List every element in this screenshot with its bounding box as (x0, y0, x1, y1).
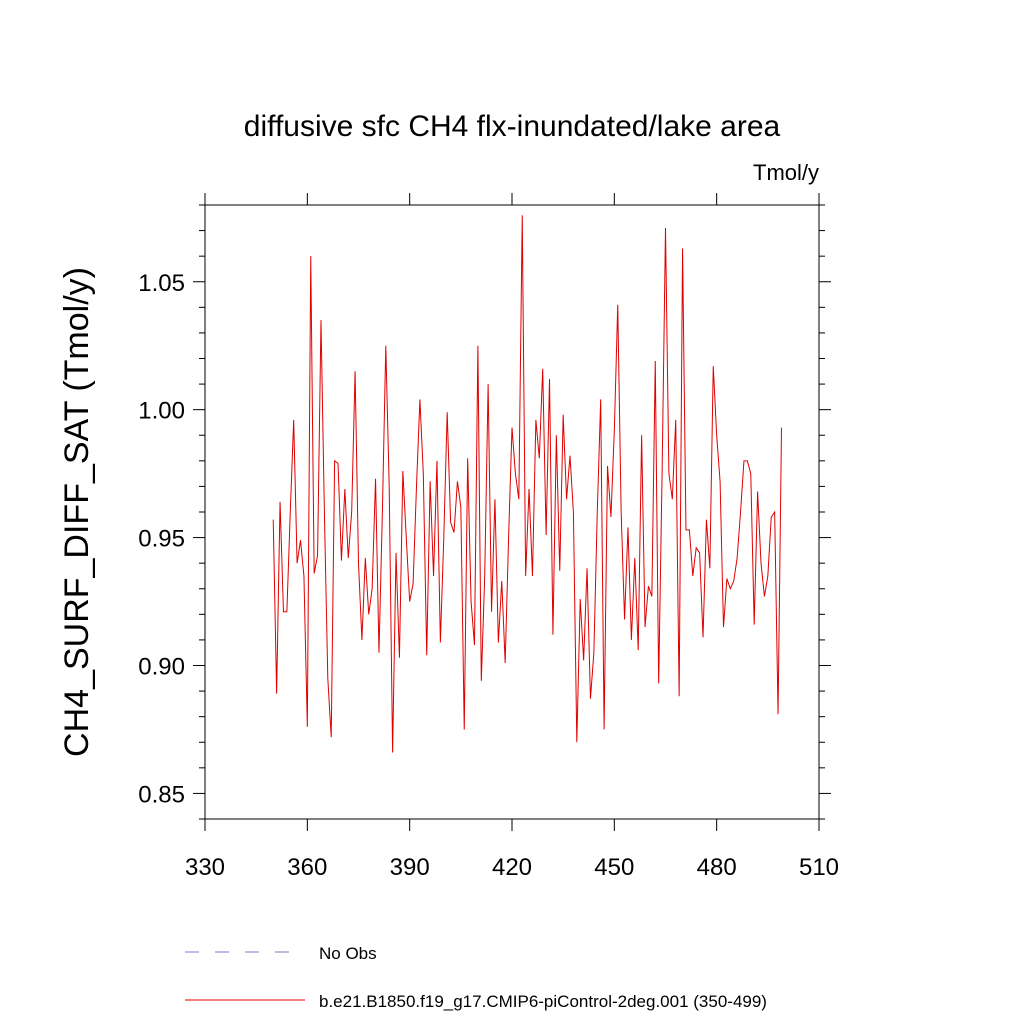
y-tick-label: 1.00 (138, 398, 185, 425)
units-label: Tmol/y (753, 160, 819, 185)
x-tick-label: 390 (390, 854, 430, 881)
legend-label: b.e21.B1850.f19_g17.CMIP6-piControl-2deg… (319, 992, 767, 1011)
data-line (272, 215, 782, 753)
x-tick-label: 330 (185, 854, 225, 881)
x-tick-label: 450 (594, 854, 634, 881)
y-tick-label: 0.95 (138, 526, 185, 553)
y-tick-label: 0.85 (138, 781, 185, 808)
y-tick-label: 1.05 (138, 270, 185, 297)
plot-frame (204, 204, 820, 820)
x-tick-label: 510 (799, 854, 839, 881)
x-tick-label: 360 (287, 854, 327, 881)
x-tick-label: 420 (492, 854, 532, 881)
y-axis-label: CH4_SURF_DIFF_SAT (Tmol/y) (58, 267, 96, 757)
chart-title: diffusive sfc CH4 flx-inundated/lake are… (244, 110, 781, 143)
y-tick-label: 0.90 (138, 654, 185, 681)
legend-label: No Obs (319, 944, 377, 963)
x-tick-label: 480 (697, 854, 737, 881)
